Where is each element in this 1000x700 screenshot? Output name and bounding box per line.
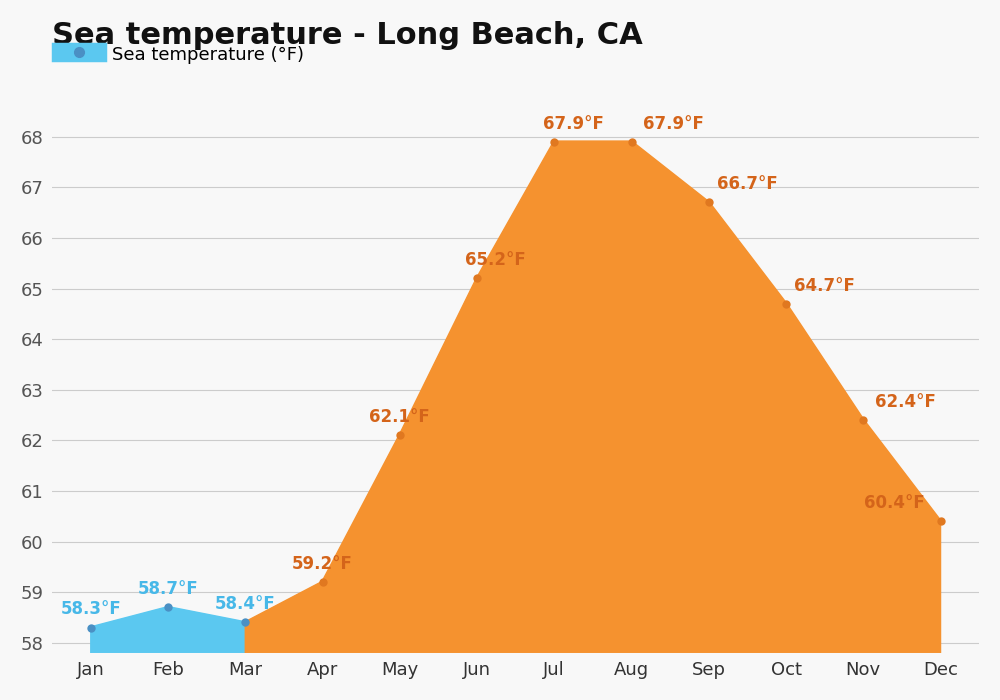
- Text: 66.7°F: 66.7°F: [717, 176, 777, 193]
- Text: 67.9°F: 67.9°F: [543, 115, 604, 132]
- Legend: Sea temperature (°F): Sea temperature (°F): [61, 44, 304, 64]
- Text: 62.1°F: 62.1°F: [369, 408, 430, 426]
- Text: 65.2°F: 65.2°F: [465, 251, 526, 270]
- Text: 59.2°F: 59.2°F: [292, 555, 353, 573]
- Text: 60.4°F: 60.4°F: [864, 494, 925, 512]
- Text: 58.7°F: 58.7°F: [138, 580, 198, 598]
- Text: Sea temperature - Long Beach, CA: Sea temperature - Long Beach, CA: [52, 21, 643, 50]
- Text: 62.4°F: 62.4°F: [875, 393, 936, 411]
- Text: 67.9°F: 67.9°F: [643, 115, 704, 132]
- Text: 64.7°F: 64.7°F: [794, 276, 855, 295]
- Text: 58.4°F: 58.4°F: [215, 596, 276, 613]
- Text: 58.3°F: 58.3°F: [60, 601, 121, 618]
- Polygon shape: [245, 142, 941, 653]
- Polygon shape: [91, 608, 245, 653]
